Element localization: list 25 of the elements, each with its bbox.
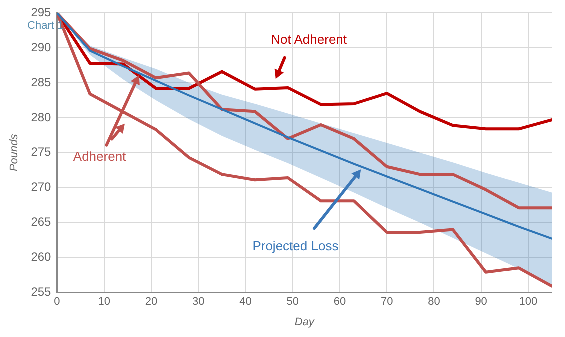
y-axis-title: Pounds — [8, 134, 21, 172]
x-tick-label: 20 — [145, 296, 158, 308]
y-tick-label: 270 — [31, 180, 52, 194]
x-tick-label: 0 — [54, 296, 60, 308]
y-tick-label: 265 — [31, 215, 52, 230]
x-tick-label: 30 — [192, 296, 205, 308]
y-tick-label: 295 — [31, 6, 52, 20]
x-tick-label: 10 — [98, 296, 110, 308]
x-axis-title: Day — [294, 316, 316, 328]
x-tick-label: 50 — [286, 296, 299, 308]
y-tick-label: 260 — [31, 250, 52, 264]
x-tick-label: 90 — [475, 296, 488, 308]
x-tick-label: 80 — [428, 296, 440, 308]
annotation: Projected Loss — [252, 238, 340, 254]
x-tick-label: 70 — [380, 296, 394, 308]
y-tick-label: 275 — [31, 145, 52, 160]
y-tick-label: 280 — [31, 110, 52, 124]
x-tick-label: 100 — [519, 296, 538, 308]
annotation: Not Adherent — [271, 32, 348, 48]
y-tick-label: 255 — [31, 284, 52, 299]
annotation: Adherent — [73, 148, 127, 164]
x-tick-label: 40 — [240, 296, 252, 308]
x-tick-label: 60 — [334, 296, 346, 308]
y-tick-label: 290 — [31, 40, 52, 54]
y-tick-label: 285 — [31, 75, 52, 90]
